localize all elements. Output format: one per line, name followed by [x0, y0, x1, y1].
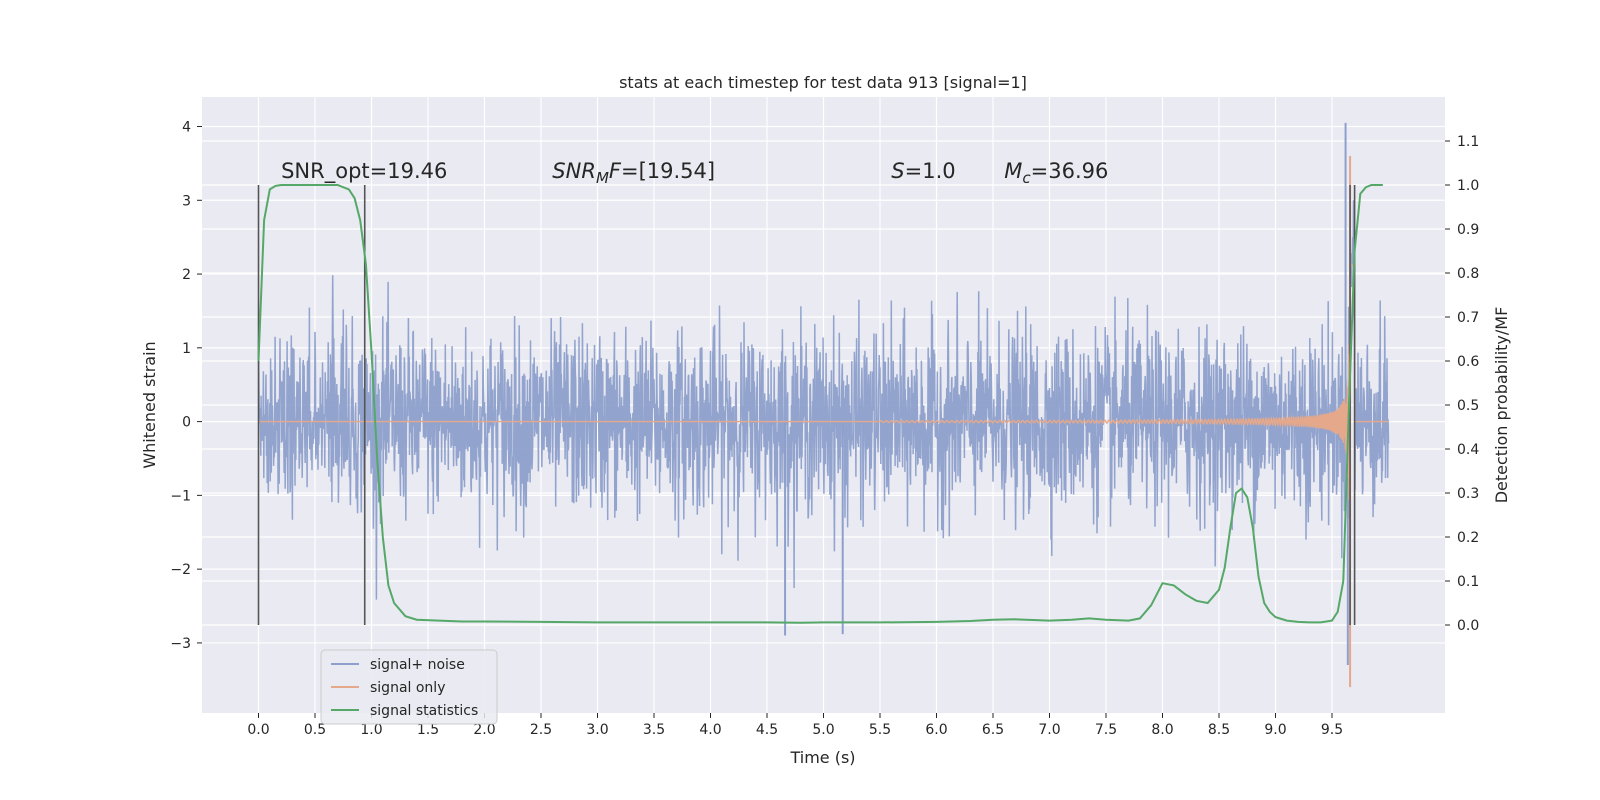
y2-tick-label: 0.5 [1457, 398, 1479, 414]
y2-tick-label: 0.0 [1457, 618, 1479, 634]
y-tick-label: 4 [182, 120, 191, 136]
signal-only-line [258, 264, 1389, 500]
annotation-snr-opt: SNR_opt=19.46 [281, 159, 447, 184]
x-tick-label: 6.5 [982, 722, 1004, 738]
y2-tick-label: 0.1 [1457, 574, 1479, 590]
x-tick-label: 8.5 [1208, 722, 1230, 738]
x-tick-label: 2.0 [473, 722, 495, 738]
y2-tick-label: 0.7 [1457, 310, 1479, 326]
legend-label-signal-only: signal only [370, 680, 445, 696]
y-axis-ticks: −3 −2 −1 0 1 2 3 4 [170, 120, 202, 652]
y2-tick-label: 0.3 [1457, 486, 1479, 502]
x-tick-label: 4.5 [756, 722, 778, 738]
x-tick-label: 0.5 [304, 722, 326, 738]
y-axis-label: Whitened strain [140, 341, 159, 468]
y-tick-label: −1 [170, 488, 191, 504]
y2-tick-label: 0.8 [1457, 266, 1479, 282]
series-signal-statistics [257, 184, 1383, 624]
y-tick-label: −3 [170, 636, 191, 652]
x-axis-label: Time (s) [789, 748, 855, 767]
y2-tick-label: 0.2 [1457, 530, 1479, 546]
annotation-snr-mf: SNRMF=[19.54] [552, 159, 715, 187]
annotation-s: S=1.0 [891, 159, 955, 183]
x-tick-label: 0.0 [247, 722, 269, 738]
legend-box [320, 649, 498, 725]
x-tick-label: 7.0 [1038, 722, 1060, 738]
y2-tick-label: 0.4 [1457, 442, 1479, 458]
x-tick-label: 2.5 [530, 722, 552, 738]
annotation-mc: Mc=36.96 [1004, 159, 1108, 187]
x-tick-label: 1.5 [417, 722, 439, 738]
x-tick-label: 5.0 [812, 722, 834, 738]
x-tick-label: 3.0 [586, 722, 608, 738]
x-tick-label: 4.0 [699, 722, 721, 738]
x-tick-label: 5.5 [869, 722, 891, 738]
annotations: SNR_opt=19.46 SNRMF=[19.54] S=1.0 Mc=36.96 [281, 159, 1108, 187]
x-tick-label: 6.0 [925, 722, 947, 738]
y2-tick-label: 1.0 [1457, 178, 1479, 194]
signal-statistics-line [257, 184, 1383, 624]
x-tick-label: 9.0 [1264, 722, 1286, 738]
legend-label-signal-statistics: signal statistics [370, 703, 478, 719]
y-tick-label: 0 [182, 415, 191, 431]
x-tick-label: 7.5 [1095, 722, 1117, 738]
chart-title: stats at each timestep for test data 913… [619, 73, 1027, 92]
x-axis-ticks: 0.0 0.5 1.0 1.5 2.0 2.5 3.0 3.5 4.0 4.5 5.0 5.5 6.0 6… [247, 713, 1343, 738]
signal-plus-noise-line [257, 200, 1390, 600]
y2-tick-label: 1.1 [1457, 134, 1479, 150]
x-tick-label: 9.5 [1321, 722, 1343, 738]
y-tick-label: 3 [182, 193, 191, 209]
legend-label-signal-plus-noise: signal+ noise [370, 657, 465, 673]
legend: signal+ noise signal only signal statist… [320, 649, 498, 725]
y2-tick-label: 0.9 [1457, 222, 1479, 238]
y-tick-label: −2 [170, 562, 191, 578]
y2-axis-label: Detection probability/MF [1492, 307, 1511, 504]
y-tick-label: 1 [182, 341, 191, 357]
x-tick-label: 8.0 [1151, 722, 1173, 738]
x-tick-label: 1.0 [360, 722, 382, 738]
y-tick-label: 2 [182, 267, 191, 283]
x-tick-label: 3.5 [643, 722, 665, 738]
y2-axis-ticks: 0.0 0.1 0.2 0.3 0.4 0.5 0.6 0.7 0.8 0.9 1.0 1.1 [1445, 134, 1479, 634]
y2-tick-label: 0.6 [1457, 354, 1479, 370]
